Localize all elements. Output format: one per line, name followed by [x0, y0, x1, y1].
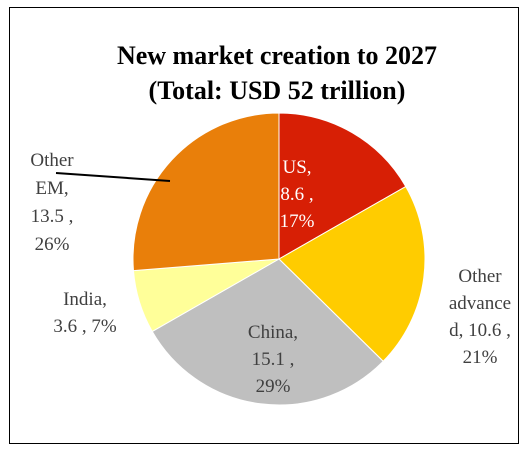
slice-label-line: advance — [449, 293, 511, 314]
slice-other-em — [132, 112, 280, 272]
slice-label-line: 26% — [35, 234, 70, 255]
slice-us — [278, 112, 407, 260]
slice-label-line: 21% — [463, 347, 498, 368]
slice-label-other-em: Other EM, 13.5 , 26% — [30, 150, 74, 255]
slice-labels: US, 8.6 , 17% Other advance d, 10.6 , 21% China… — [30, 150, 511, 397]
slice-label-line: 8.6 , — [280, 184, 313, 205]
pie-slices — [132, 112, 426, 406]
slice-label-line: 17% — [280, 211, 315, 232]
chart-title: New market creation to 2027 — [117, 41, 437, 70]
slice-label-line: 3.6 , 7% — [53, 316, 117, 337]
slice-label-china: China, 15.1 , 29% — [248, 322, 298, 397]
slice-label-line: EM, — [35, 178, 68, 199]
leader-line-other-em — [55, 172, 171, 182]
slice-label-line: 13.5 , — [31, 206, 74, 227]
slice-label-india: India, 3.6 , 7% — [53, 289, 117, 337]
slice-china — [151, 258, 384, 406]
chart-subtitle: (Total: USD 52 trillion) — [149, 76, 406, 105]
slice-label-line: US, — [282, 157, 311, 178]
slice-label-line: 15.1 , — [252, 349, 295, 370]
slice-label-line: Other — [30, 150, 74, 171]
slice-label-other-advanced: Other advance d, 10.6 , 21% — [449, 266, 511, 368]
slice-label-line: d, 10.6 , — [449, 320, 511, 341]
slice-label-line: China, — [248, 322, 298, 343]
slice-label-line: India, — [63, 289, 107, 310]
slice-label-line: Other — [458, 266, 502, 287]
slice-label-us: US, 8.6 , 17% — [280, 157, 315, 232]
slice-other-advanced — [278, 185, 426, 362]
slice-label-line: 29% — [256, 376, 291, 397]
